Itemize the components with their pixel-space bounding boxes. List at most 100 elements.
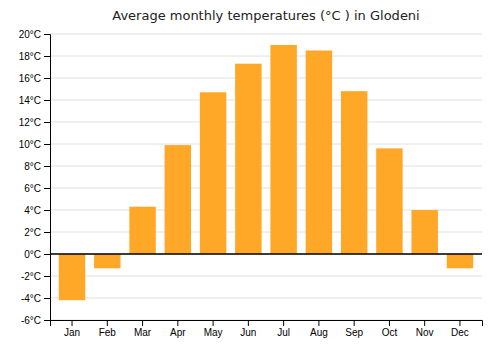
tick: -6°C <box>21 315 50 326</box>
bar <box>341 91 367 254</box>
tick-label: Oct <box>382 327 398 338</box>
tick-mark <box>44 56 50 57</box>
tick: 10°C <box>19 139 50 150</box>
tick-mark <box>44 254 50 255</box>
grid-line <box>50 144 482 145</box>
tick-label: 4°C <box>24 205 41 216</box>
tick: May <box>204 320 223 338</box>
tick-label: 0°C <box>24 249 41 260</box>
axis-line <box>44 35 51 321</box>
tick-label: May <box>204 327 223 338</box>
tick-label: Sep <box>345 327 363 338</box>
tick-mark <box>459 320 460 326</box>
tick-label: Dec <box>451 327 469 338</box>
tick-mark <box>283 320 284 326</box>
grid-line <box>50 34 482 35</box>
tick-label: -4°C <box>21 293 41 304</box>
tick-mark <box>177 320 178 326</box>
tick-label: 6°C <box>24 183 41 194</box>
grid-line <box>50 100 482 101</box>
tick: Jan <box>64 320 80 338</box>
tick: Jun <box>240 320 256 338</box>
tick-mark <box>44 232 50 233</box>
tick-label: -2°C <box>21 271 41 282</box>
axis-line <box>51 321 483 327</box>
grid-line <box>50 56 482 57</box>
tick-mark <box>44 100 50 101</box>
tick: Dec <box>451 320 469 338</box>
tick: 20°C <box>19 29 50 40</box>
tick-label: Jan <box>64 327 80 338</box>
tick-label: Feb <box>99 327 117 338</box>
tick: -2°C <box>21 271 50 282</box>
tick-mark <box>354 320 355 326</box>
tick: Sep <box>345 320 363 338</box>
tick: 6°C <box>24 183 50 194</box>
bar <box>306 51 332 255</box>
chart: -6°C -4°C -2°C 0°C 2°C 4°C 6°C 8°C 10°C 12°C 14°C 1… <box>0 0 500 350</box>
tick-mark <box>44 210 50 211</box>
tick: 0°C <box>24 249 50 260</box>
tick-mark <box>44 298 50 299</box>
tick-mark <box>44 188 50 189</box>
tick-label: 8°C <box>24 161 41 172</box>
tick: Apr <box>170 320 186 338</box>
bar <box>376 148 402 254</box>
bar <box>270 45 296 254</box>
tick-label: 20°C <box>19 29 41 40</box>
bar <box>129 207 155 254</box>
tick-label: 2°C <box>24 227 41 238</box>
grid-line <box>50 166 482 167</box>
tick-mark <box>389 320 390 326</box>
tick-mark <box>142 320 143 326</box>
plot: -6°C -4°C -2°C 0°C 2°C 4°C 6°C 8°C 10°C 12°C 14°C 1… <box>19 29 483 338</box>
grid <box>50 34 482 320</box>
tick: 12°C <box>19 117 50 128</box>
tick: Mar <box>134 320 152 338</box>
tick-label: Aug <box>310 327 328 338</box>
tick: -4°C <box>21 293 50 304</box>
bar <box>411 210 437 254</box>
tick: 14°C <box>19 95 50 106</box>
tick-mark <box>107 320 108 326</box>
tick-label: Jul <box>277 327 290 338</box>
grid-line <box>50 78 482 79</box>
bars <box>50 45 482 300</box>
bar <box>200 92 226 254</box>
x-axis: Jan Feb Mar Apr May Jun Jul Aug Sep Oct Nov Dec <box>51 320 483 338</box>
tick-mark <box>44 34 50 35</box>
tick-mark <box>248 320 249 326</box>
tick-label: 14°C <box>19 95 41 106</box>
tick-mark <box>424 320 425 326</box>
bar <box>235 64 261 254</box>
tick: 4°C <box>24 205 50 216</box>
tick-label: Mar <box>134 327 152 338</box>
bar <box>165 145 191 254</box>
grid-line <box>50 122 482 123</box>
tick: Oct <box>382 320 398 338</box>
tick-label: 12°C <box>19 117 41 128</box>
y-axis: -6°C -4°C -2°C 0°C 2°C 4°C 6°C 8°C 10°C 12°C 14°C 1… <box>19 29 51 326</box>
tick: 8°C <box>24 161 50 172</box>
tick-mark <box>72 320 73 326</box>
tick-label: Nov <box>416 327 434 338</box>
grid-line <box>50 298 482 299</box>
tick: 16°C <box>19 73 50 84</box>
tick-mark <box>318 320 319 326</box>
tick-mark <box>44 276 50 277</box>
grid-line <box>50 276 482 277</box>
tick: Nov <box>416 320 434 338</box>
tick: Feb <box>99 320 117 338</box>
tick-label: 16°C <box>19 73 41 84</box>
tick-mark <box>44 78 50 79</box>
tick: 18°C <box>19 51 50 62</box>
tick-mark <box>44 166 50 167</box>
tick-mark <box>213 320 214 326</box>
tick-mark <box>44 144 50 145</box>
bar <box>94 254 120 268</box>
tick: Aug <box>310 320 328 338</box>
baseline <box>50 253 482 255</box>
tick: Jul <box>277 320 290 338</box>
title: Average monthly temperatures (°C ) in Gl… <box>112 8 419 23</box>
grid-line <box>50 254 482 255</box>
